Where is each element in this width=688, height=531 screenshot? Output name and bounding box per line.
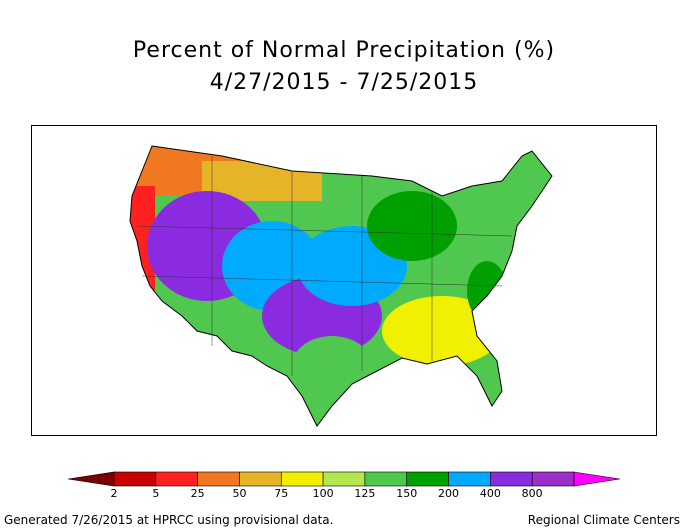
- map-title: Percent of Normal Precipitation (%): [132, 38, 556, 63]
- legend-swatch: [239, 471, 282, 487]
- map-date-range: 4/27/2015 - 7/25/2015: [209, 70, 479, 95]
- legend-tick-label: 100: [312, 487, 334, 500]
- legend-swatch: [531, 471, 575, 487]
- legend-tick-label: 400: [479, 487, 501, 500]
- legend-swatch: [406, 471, 449, 487]
- legend-tick-label: 125: [354, 487, 376, 500]
- footer-source: Regional Climate Centers: [527, 513, 680, 527]
- legend-tick-label: 25: [190, 487, 205, 500]
- legend-tick-label: 75: [274, 487, 289, 500]
- legend-swatch: [490, 471, 533, 487]
- legend-swatch: [113, 471, 157, 487]
- legend-tick-label: 800: [521, 487, 543, 500]
- legend-swatch: [448, 471, 491, 487]
- state-borders: [136, 156, 513, 376]
- legend-tick-label: 2: [110, 487, 118, 500]
- legend-tick-label: 200: [438, 487, 460, 500]
- legend-tick-label: 5: [152, 487, 160, 500]
- legend-arrow-low: [68, 471, 115, 487]
- legend-swatch: [280, 471, 324, 487]
- region-midwest: [367, 191, 457, 261]
- legend-swatch: [197, 471, 240, 487]
- precipitation-map: [31, 125, 657, 436]
- us-outline: [129, 145, 553, 427]
- legend-tick-label: 50: [232, 487, 247, 500]
- legend-swatch: [364, 471, 408, 487]
- legend-swatch: [322, 471, 366, 487]
- legend-arrow-high: [573, 471, 620, 487]
- color-legend: [68, 470, 620, 500]
- footer-generated: Generated 7/26/2015 at HPRCC using provi…: [4, 513, 334, 527]
- legend-tick-label: 150: [396, 487, 418, 500]
- legend-swatch: [155, 471, 198, 487]
- region-southeast: [382, 296, 502, 366]
- region-northeast: [462, 171, 522, 261]
